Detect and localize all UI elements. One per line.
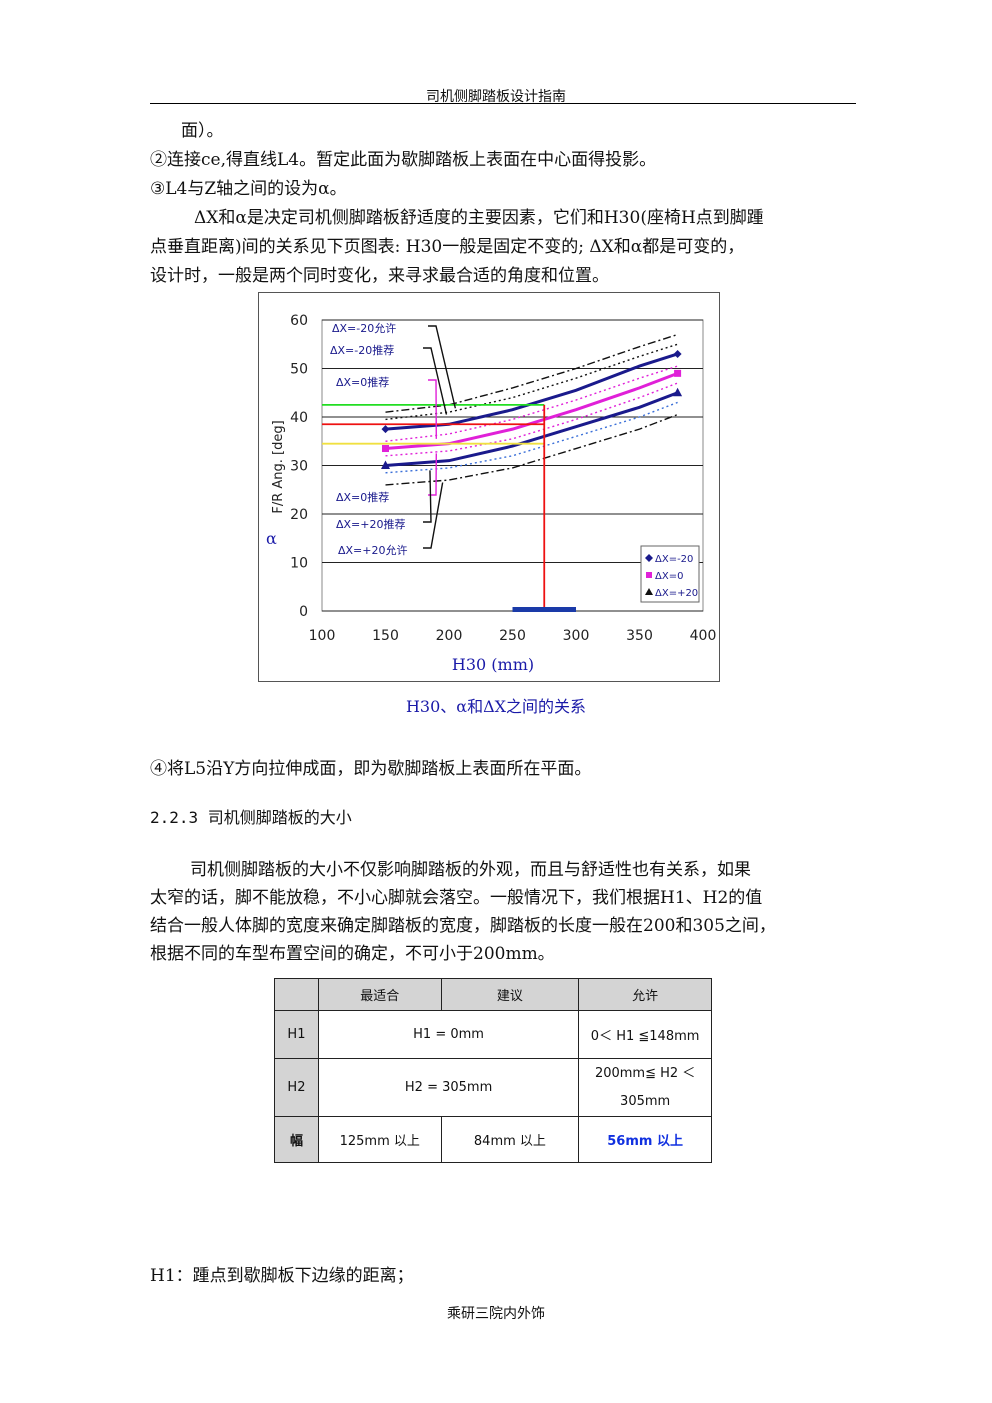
annotation-leader (428, 379, 437, 439)
page-header-title: 司机侧脚踏板设计指南 (426, 89, 566, 105)
legend-marker-triangle (645, 588, 653, 595)
data-point-square (674, 369, 682, 377)
y-tick-label: 10 (290, 556, 308, 572)
x-axis-label: H30 (mm) (452, 655, 534, 674)
data-point-triangle (673, 387, 683, 397)
y-tick-label: 30 (290, 459, 308, 475)
width-suggest: 84mm 以上 (440, 1116, 580, 1163)
figure-caption: H30、α和ΔX之间的关系 (405, 697, 587, 716)
annotation-leader (428, 325, 457, 409)
x-tick-label: 200 (436, 628, 463, 644)
h2-recommended: H2 = 305mm (317, 1058, 580, 1117)
x-tick-label: 300 (563, 628, 590, 644)
intro-paragraph-line-2: 点垂直距离)间的关系见下页图表: H30一般是固定不变的; ΔX和α都是可变的， (150, 237, 745, 257)
y-axis-symbol: α (266, 529, 277, 548)
y-tick-label: 40 (290, 410, 308, 426)
data-point-square (382, 445, 389, 453)
data-point-triangle (381, 460, 390, 469)
x-tick-label: 350 (626, 628, 653, 644)
size-paragraph-line-4: 根据不同的车型布置空间的确定，不可小于200mm。 (150, 944, 555, 964)
size-paragraph-line-1: 司机侧脚踏板的大小不仅影响脚踏板的外观，而且与舒适性也有关系，如果 (190, 860, 751, 880)
width-best: 125mm 以上 (317, 1116, 442, 1163)
step-2-text: ②连接ce,得直线L4。暂定此面为歇脚踏板上表面在中心面得投影。 (150, 150, 657, 170)
y-tick-label: 20 (290, 507, 308, 523)
page-footer: 乘研三院内外饰 (447, 1306, 545, 1322)
width-allowed: 56mm 以上 (578, 1116, 712, 1163)
h1-allowed: 0＜ H1 ≦148mm (578, 1010, 712, 1059)
data-point-diamond (673, 349, 682, 358)
header-suggest: 建议 (440, 978, 580, 1011)
x-tick-label: 400 (690, 628, 717, 644)
x-tick-label: 150 (372, 628, 399, 644)
table-corner-cell (274, 978, 319, 1011)
h2-allowed-line-1: 200mm≦ H2 ＜ (594, 1065, 696, 1081)
y-axis-label: F/R Ang. [deg] (271, 420, 286, 513)
h30-range-bar (512, 607, 576, 612)
h1-definition: H1：踵点到歇脚板下边缘的距离； (150, 1266, 414, 1286)
annotation-label: ΔX=0推荐 (336, 490, 389, 504)
h1-recommended: H1 = 0mm (317, 1010, 580, 1059)
h2-allowed-line-2: 305mm (620, 1093, 671, 1109)
legend-label: ΔX=+20 (655, 588, 698, 599)
size-paragraph-line-3: 结合一般人体脚的宽度来确定脚踏板的宽度，脚踏板的长度一般在200和305之间， (150, 916, 776, 936)
y-tick-label: 0 (299, 604, 308, 620)
annotation-label: ΔX=-20允许 (332, 321, 396, 335)
header-rule (150, 103, 856, 104)
legend-label: ΔX=0 (655, 571, 683, 582)
row-label-h1: H1 (274, 1010, 319, 1059)
pedal-size-table: 最适合 建议 允许 H1 H1 = 0mm 0＜ H1 ≦148mm H2 H2… (274, 978, 712, 1163)
annotation-label: ΔX=+20允许 (338, 543, 408, 557)
y-tick-label: 60 (290, 313, 308, 329)
annotation-leader (423, 347, 448, 415)
annotation-label: ΔX=+20推荐 (336, 517, 406, 531)
header-allowed: 允许 (578, 978, 712, 1011)
legend-marker-diamond (645, 554, 653, 562)
paragraph-continuation: 面）。 (181, 121, 224, 141)
size-paragraph-line-2: 太窄的话，脚不能放稳，不小心脚就会落空。一般情况下，我们根据H1、H2的值 (150, 888, 763, 908)
x-tick-label: 250 (499, 628, 526, 644)
series-line (385, 333, 678, 413)
section-heading: 2.2.3 司机侧脚踏板的大小 (150, 808, 352, 827)
header-best: 最适合 (317, 978, 442, 1011)
row-label-width: 幅 (274, 1116, 319, 1163)
intro-paragraph-line-3: 设计时，一般是两个同时变化，来寻求最合适的角度和位置。 (150, 266, 609, 286)
legend-label: ΔX=-20 (655, 554, 693, 565)
step-3-text: ③L4与Z轴之间的设为α。 (150, 179, 347, 199)
annotation-label: ΔX=-20推荐 (330, 343, 394, 357)
row-label-h2: H2 (274, 1058, 319, 1117)
step-4-text: ④将L5沿Y方向拉伸成面，即为歇脚踏板上表面所在平面。 (150, 759, 592, 779)
relationship-chart: 0 10 20 30 40 50 60 100 150 200 250 300 350 400 H30 (m… (258, 292, 720, 682)
annotation-leader (423, 482, 444, 549)
annotation-label: ΔX=0推荐 (336, 375, 389, 389)
h2-allowed: 200mm≦ H2 ＜ 305mm (578, 1058, 712, 1117)
legend-marker-square (646, 572, 652, 578)
intro-paragraph-line-1: ΔX和α是决定司机侧脚踏板舒适度的主要因素，它们和H30(座椅H点到脚踵 (194, 208, 764, 228)
data-point-diamond (381, 425, 390, 434)
y-tick-label: 50 (290, 362, 308, 378)
x-tick-label: 100 (309, 628, 336, 644)
annotation-leader (423, 470, 432, 523)
